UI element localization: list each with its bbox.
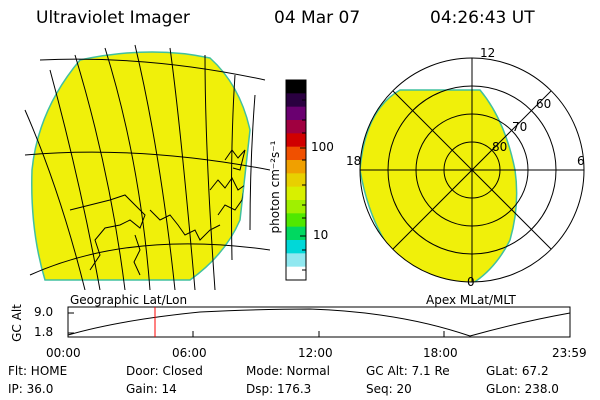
colorbar-segment (286, 133, 306, 148)
mlat-label-70: 70 (512, 120, 528, 134)
geographic-map (24, 44, 270, 290)
colorbar-segment (286, 266, 306, 281)
apex-emission-fill (360, 89, 518, 282)
time-tick-1200: 12:00 (298, 346, 333, 360)
colorbar-segment (286, 160, 306, 174)
colorbar-segment (286, 200, 306, 214)
colorbar-segment (286, 106, 306, 121)
date-label: 04 Mar 07 (274, 8, 361, 28)
altitude-plot (67, 306, 571, 338)
time-tick-1800: 18:00 (423, 346, 458, 360)
colorbar-segment (286, 253, 306, 268)
operating-mode: Mode: Normal (246, 364, 330, 378)
colorbar-segment (286, 173, 306, 188)
colorbar-ticks (300, 99, 306, 271)
colorbar-segment (286, 226, 306, 241)
mlat-label-80: 80 (492, 140, 508, 154)
time-tick-0000: 00:00 (46, 346, 81, 360)
time-tick-0600: 06:00 (172, 346, 207, 360)
polar-grid (359, 57, 585, 283)
colorbar-segment (286, 80, 306, 94)
mlt-label-18: 18 (346, 154, 362, 168)
colorbar-segment (286, 93, 306, 108)
colorbar-segment (286, 120, 306, 134)
geographic-map-label: Geographic Lat/Lon (70, 293, 188, 307)
geographic-latitude: GLat: 67.2 (486, 364, 549, 378)
altitude-y-tick-high: 9.0 (34, 305, 54, 319)
mlat-label-60: 60 (536, 97, 552, 111)
latitude-lines (24, 58, 270, 276)
gc-altitude: GC Alt: 7.1 Re (366, 364, 450, 378)
flight-mode: Flt: HOME (8, 364, 68, 378)
colorbar (286, 80, 306, 281)
geographic-longitude: GLon: 238.0 (486, 382, 559, 396)
time-label: 04:26:43 UT (430, 8, 535, 28)
dsp-value: Dsp: 176.3 (246, 382, 312, 396)
apex-map-label: Apex MLat/MLT (426, 293, 516, 307)
time-tick-2359: 23:59 (552, 346, 587, 360)
colorbar-border (285, 79, 307, 281)
instrument-title: Ultraviolet Imager (36, 8, 190, 28)
colorbar-segment (286, 213, 306, 228)
geographic-emission-fill (31, 51, 251, 281)
colorbar-segment (286, 240, 306, 254)
altitude-y-label: GC Alt (10, 304, 24, 342)
colorbar-tick-100: 100 (311, 140, 334, 154)
colorbar-segment (286, 146, 306, 161)
coastlines (69, 149, 246, 276)
apex-polar-map (359, 57, 585, 283)
mlt-label-6: 6 (577, 154, 585, 168)
mlt-label-12: 12 (480, 46, 496, 60)
mlt-label-0: 0 (467, 275, 475, 289)
colorbar-tick-10: 10 (313, 228, 329, 242)
longitude-lines (24, 44, 256, 290)
colorbar-segment (286, 186, 306, 201)
altitude-y-tick-low: 1.8 (34, 325, 54, 339)
altitude-curve (67, 308, 571, 337)
door-status: Door: Closed (126, 364, 203, 378)
gain-value: Gain: 14 (126, 382, 177, 396)
sequence-number: Seq: 20 (366, 382, 412, 396)
ip-value: IP: 36.0 (8, 382, 54, 396)
colorbar-axis-label: photon cm⁻²s⁻¹ (268, 140, 282, 234)
